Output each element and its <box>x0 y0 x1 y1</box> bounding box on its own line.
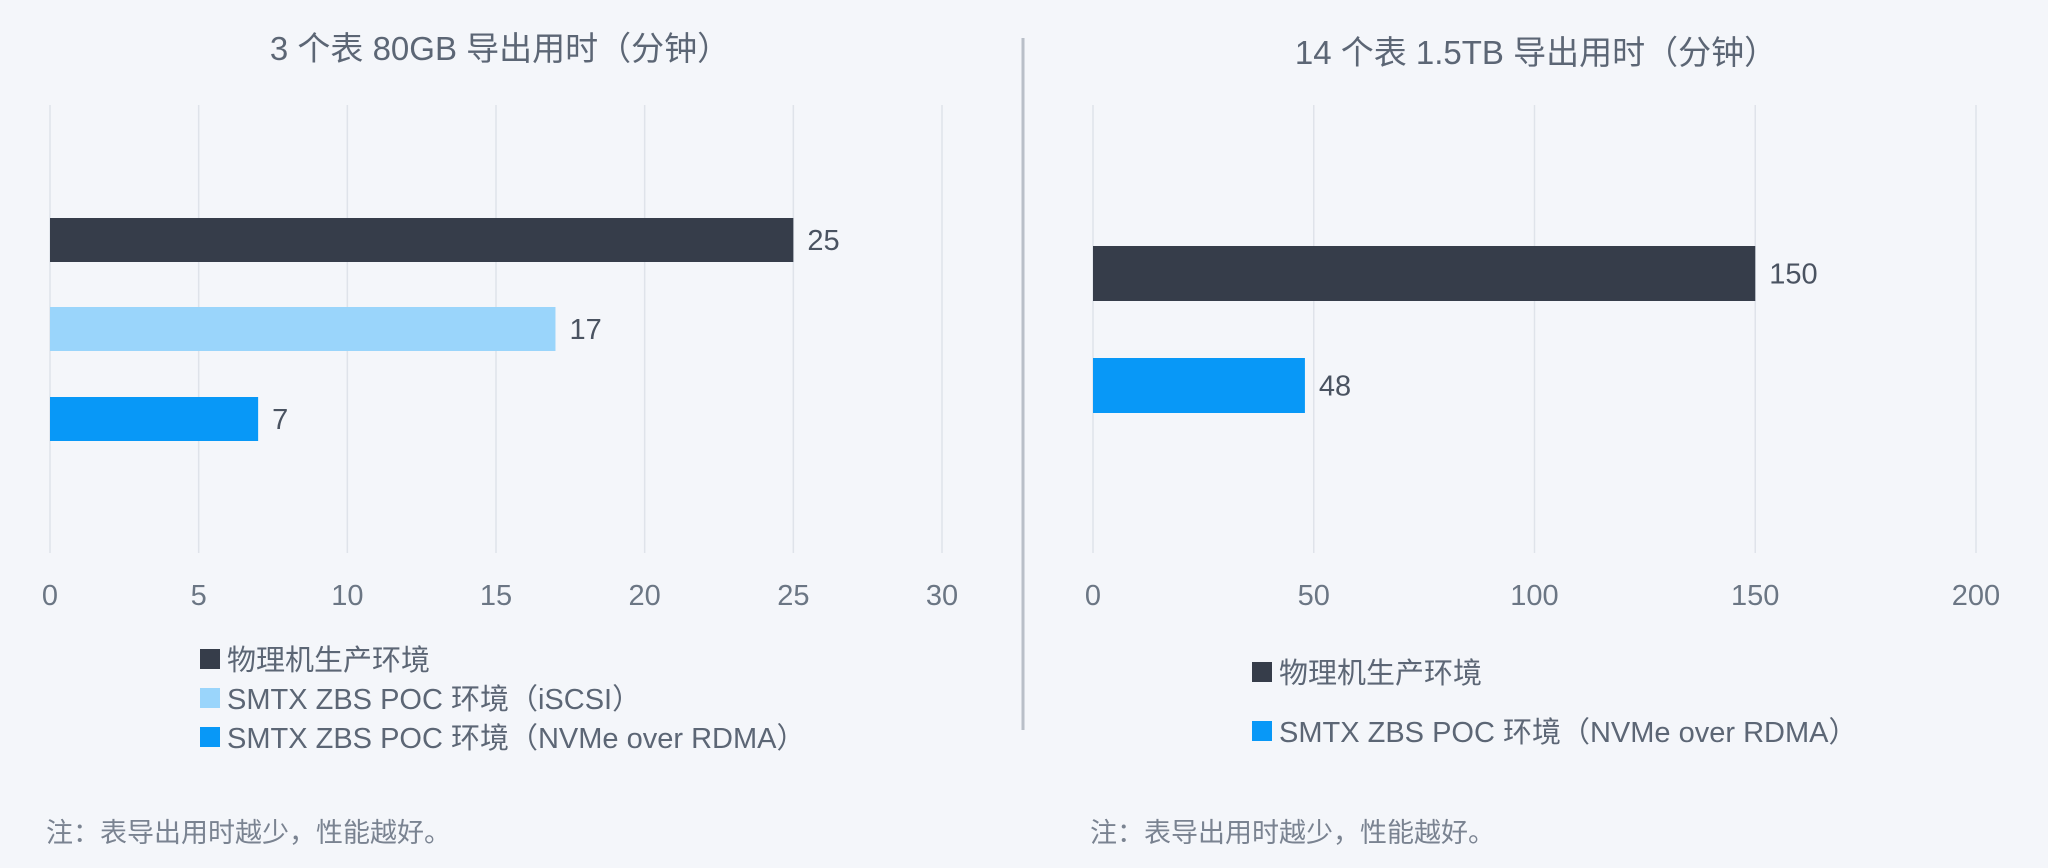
bar <box>50 307 556 351</box>
legend-item-label: 物理机生产环境 <box>227 644 430 677</box>
x-tick-label: 0 <box>1085 580 1101 612</box>
legend-swatch <box>200 688 220 708</box>
legend-item-label: SMTX ZBS POC 环境（iSCSI） <box>227 683 641 716</box>
x-tick-label: 25 <box>777 580 809 612</box>
footnote: 注：表导出用时越少，性能越好。 <box>1090 818 1495 848</box>
x-tick-label: 30 <box>926 580 958 612</box>
x-tick-label: 200 <box>1952 580 2000 612</box>
x-tick-label: 20 <box>629 580 661 612</box>
data-label: 17 <box>569 314 601 346</box>
bar <box>1093 358 1305 413</box>
data-label: 150 <box>1769 259 1817 291</box>
data-label: 48 <box>1319 371 1351 403</box>
bar <box>1093 246 1756 301</box>
legend-swatch <box>200 649 220 669</box>
data-label: 7 <box>272 404 288 436</box>
x-tick-label: 0 <box>42 580 58 612</box>
bar <box>50 218 794 262</box>
x-tick-label: 5 <box>191 580 207 612</box>
legend-swatch <box>1252 721 1272 741</box>
legend-item-label: SMTX ZBS POC 环境（NVMe over RDMA） <box>227 722 805 755</box>
x-tick-label: 100 <box>1510 580 1558 612</box>
legend-item-label: 物理机生产环境 <box>1279 657 1482 690</box>
x-tick-label: 50 <box>1298 580 1330 612</box>
legend-swatch <box>1252 662 1272 682</box>
x-tick-label: 10 <box>331 580 363 612</box>
legend-swatch <box>200 727 220 747</box>
bar <box>50 397 259 441</box>
chart-title: 3 个表 80GB 导出用时（分钟） <box>270 30 730 67</box>
chart-title: 14 个表 1.5TB 导出用时（分钟） <box>1295 34 1777 71</box>
footnote: 注：表导出用时越少，性能越好。 <box>46 818 451 848</box>
x-tick-label: 15 <box>480 580 512 612</box>
data-label: 25 <box>807 225 839 257</box>
x-tick-label: 150 <box>1731 580 1779 612</box>
legend-item-label: SMTX ZBS POC 环境（NVMe over RDMA） <box>1279 716 1857 749</box>
